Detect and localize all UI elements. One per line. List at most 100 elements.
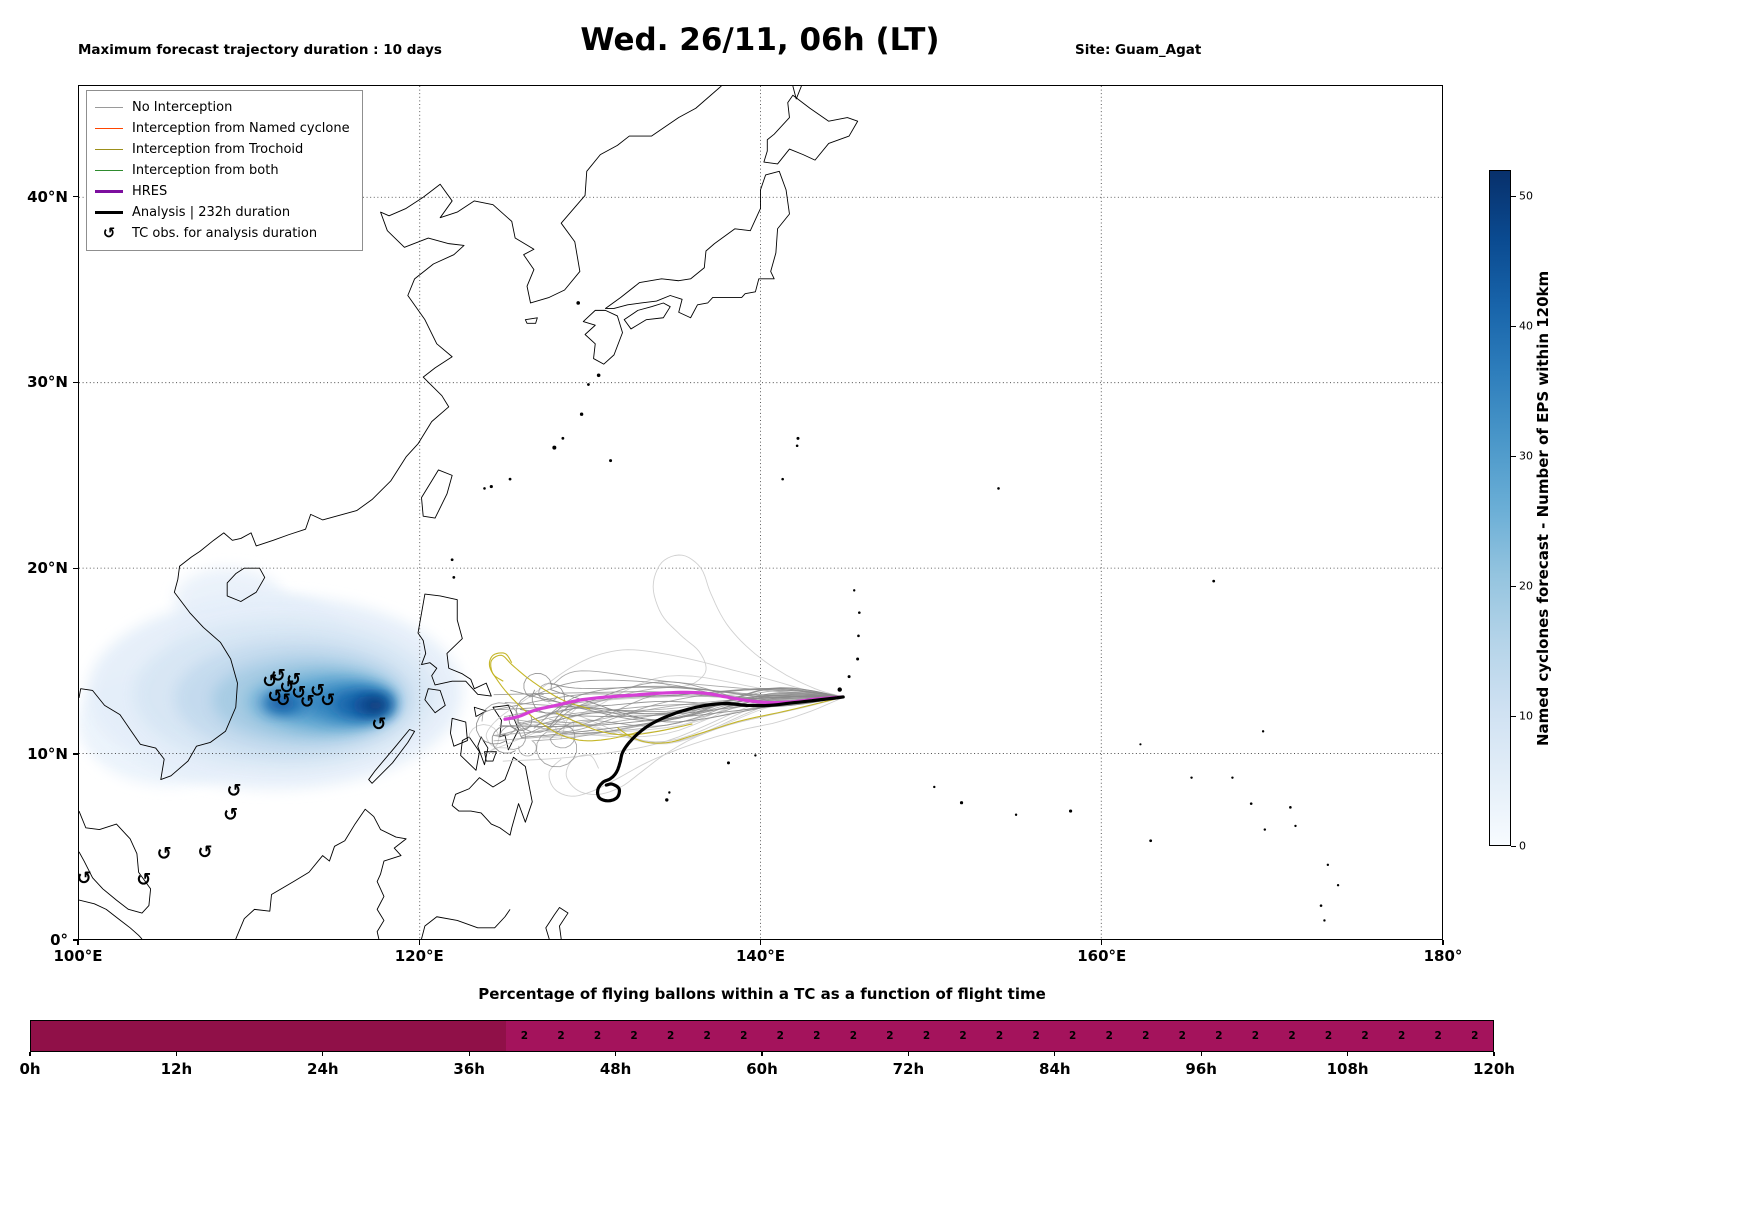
coastline-palawan (368, 729, 416, 784)
colorbar-label: Named cyclones forecast - Number of EPS … (1534, 270, 1552, 746)
x-tick-label: 180° (1423, 947, 1463, 965)
island-dot (1231, 776, 1234, 779)
legend-line-swatch (95, 148, 123, 151)
bar-axis-tick (1200, 1052, 1202, 1056)
trochoid-track (617, 696, 845, 744)
x-axis-tick (1101, 940, 1103, 945)
island-dot (933, 785, 936, 789)
x-tick-label: 100°E (53, 947, 103, 965)
legend-swatch (95, 169, 123, 172)
island-dot (726, 761, 730, 765)
tc-obs-symbol-glyph: ↺ (102, 224, 116, 242)
coastline-luzon (417, 593, 492, 697)
bar-segment-count: 2 (813, 1030, 821, 1042)
page-title: Wed. 26/11, 06h (LT) (580, 22, 940, 58)
island-dot (796, 436, 800, 440)
map-canvas: ↺ ↺↺ ↺↺↺↺↺↺↺↺↺↺↺↺↺↺ (79, 86, 1442, 939)
legend-item-2: Interception from Trochoid (95, 139, 350, 160)
island-dot (508, 477, 512, 481)
bar-segment-count: 2 (1069, 1030, 1077, 1042)
bar-axis-tick (1054, 1052, 1056, 1056)
bar-axis-tick-label: 108h (1326, 1060, 1369, 1078)
coastline-bohol (484, 751, 497, 762)
coastlines (79, 86, 859, 939)
island-dot (781, 477, 784, 481)
coastline-taiwan (421, 469, 453, 519)
bar-axis-tick (29, 1052, 31, 1056)
colorbar-tick-label: 50 (1519, 189, 1533, 203)
tc-obs-symbol: ↺ (136, 870, 151, 891)
island-dot (837, 687, 842, 692)
y-axis-tick (73, 381, 78, 384)
colorbar-tick-label: 20 (1519, 579, 1533, 593)
tc-obs-symbol: ↺ (371, 714, 386, 735)
bottom-bar-title: Percentage of flying ballons within a TC… (478, 985, 1046, 1003)
island-dot (561, 436, 565, 440)
island-dot (754, 754, 757, 757)
legend-item-5: Analysis | 232h duration (95, 202, 350, 223)
trochoid-track (555, 712, 693, 736)
coastline-negros (460, 736, 480, 771)
bar-axis-tick (1493, 1052, 1495, 1056)
density-blob (267, 696, 297, 711)
x-axis-tick (77, 940, 79, 945)
island-dot (1139, 743, 1142, 746)
tc-obs-symbol: ↺ (227, 781, 242, 802)
tc-obs-legend-icon: ↺ (95, 226, 123, 241)
island-dot (1326, 863, 1330, 867)
legend-item-1: Interception from Named cyclone (95, 118, 350, 139)
colorbar-tick (1511, 196, 1516, 198)
legend-item-label: Interception from Trochoid (132, 142, 304, 157)
hres-track (503, 690, 844, 721)
coastline-kyushu (582, 309, 623, 365)
eps-tracks-gray (476, 670, 845, 768)
legend-item-label: HRES (132, 184, 168, 199)
y-axis-tick (73, 567, 78, 569)
bar-segment-count: 2 (849, 1030, 858, 1042)
legend-swatch (95, 211, 123, 214)
bar-early-segment (31, 1021, 507, 1051)
legend-swatch (95, 148, 123, 151)
bar-segment-count: 2 (1471, 1030, 1479, 1042)
bar-segment-count: 2 (1397, 1030, 1406, 1042)
bar-segment-count: 2 (593, 1030, 602, 1042)
colorbar-tick-label: 10 (1519, 709, 1533, 723)
legend-item-0: No Interception (95, 97, 350, 118)
island-dot (856, 657, 860, 661)
y-axis-tick (73, 939, 78, 941)
legend-item-label: TC obs. for analysis duration (132, 226, 318, 241)
x-tick-label: 140°E (735, 947, 786, 965)
colorbar (1489, 170, 1511, 846)
island-dot (552, 445, 557, 450)
bar-axis-tick (322, 1052, 324, 1056)
coastline-mindanao (451, 756, 533, 836)
island-dot (997, 487, 1000, 490)
tc-obs-symbol: ↺ (223, 805, 238, 826)
island-dot (1249, 802, 1253, 805)
density-blob (365, 699, 386, 712)
map-panel: ↺ ↺ ↺ ↺ ↺ ↺ ↺ ↺ ↺ ↺ ↺ ↺ ↺ ↺ ↺ ↺ ↺ No Interception Interce… (78, 85, 1443, 940)
colorbar-tick-label: 30 (1519, 449, 1533, 463)
eps-density-heatmap (79, 568, 463, 789)
legend-line-swatch (95, 169, 123, 172)
coastline-cebu (477, 736, 489, 766)
tc-obs-symbol: ↺ (271, 666, 286, 687)
y-tick-label: 10°N (27, 745, 68, 764)
bar-segment-count: 2 (886, 1030, 894, 1042)
bar-axis-tick (468, 1052, 470, 1056)
bar-segment-count: 2 (776, 1030, 784, 1042)
eps-track-light (485, 649, 845, 749)
tc-obs-symbol: ↺ (157, 844, 172, 865)
coastline-cheju (524, 317, 538, 324)
eps-track-light (548, 696, 845, 797)
bar-segment-count: 2 (557, 1030, 565, 1042)
max-duration-line: Maximum forecast trajectory duration : 1… (78, 41, 442, 58)
bar-axis-tick (614, 1052, 617, 1056)
eps-track (510, 694, 844, 728)
legend-line-swatch (95, 127, 123, 130)
colorbar-tick-label: 40 (1519, 319, 1533, 333)
y-axis-tick (73, 195, 78, 198)
coastline-sakhalin-tip (792, 86, 802, 100)
island-dot (857, 634, 860, 638)
